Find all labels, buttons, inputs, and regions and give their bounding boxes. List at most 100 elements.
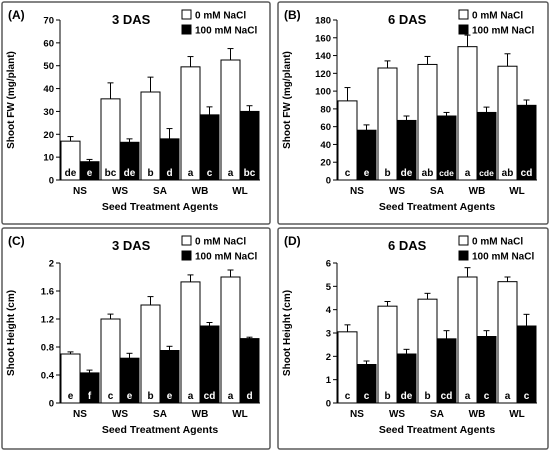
y-tick-label: 120 <box>315 69 331 80</box>
bar-control <box>497 65 518 181</box>
legend-label: 0 mM NaCl <box>472 11 523 22</box>
bar-control <box>140 91 161 181</box>
x-tick-label: WS <box>389 186 405 197</box>
legend-swatch <box>458 9 469 20</box>
y-tick-label: 1 <box>326 375 332 386</box>
significance-letter: de <box>124 168 136 179</box>
y-tick-label: 20 <box>320 158 331 169</box>
y-tick-label: 5 <box>326 282 332 293</box>
y-tick-label: 1.6 <box>41 287 54 298</box>
panel-title: 6 DAS <box>388 238 427 253</box>
x-axis-label: Seed Treatment Agents <box>102 424 218 436</box>
panel-b: (B) 6 DAS 0 20 40 60 80 100 120 140 160 180 Shoot FW… <box>277 1 549 225</box>
x-tick-label: WL <box>232 186 248 197</box>
x-tick-label: NS <box>73 186 87 197</box>
y-tick-label: 0 <box>326 399 331 410</box>
bar-control <box>220 276 241 404</box>
x-tick-label: SA <box>430 186 444 197</box>
y-tick-label: 160 <box>315 33 331 44</box>
y-axis-label: Shoot Height (cm) <box>282 290 293 376</box>
panel-frame <box>277 227 549 450</box>
significance-letter: d <box>246 391 252 402</box>
bar-control <box>497 281 518 404</box>
significance-letter: bc <box>105 168 117 179</box>
legend-swatch <box>181 250 192 261</box>
legend-label: 100 mM NaCl <box>472 252 534 263</box>
significance-letter: ab <box>502 168 514 179</box>
bar-control <box>180 281 201 404</box>
y-tick-label: 50 <box>43 61 54 72</box>
panel-title: 3 DAS <box>112 238 151 253</box>
y-tick-label: 30 <box>43 107 54 118</box>
significance-letter: e <box>364 168 370 179</box>
significance-letter: cd <box>441 391 453 402</box>
legend-label: 100 mM NaCl <box>195 252 257 263</box>
legend-swatch <box>181 235 192 246</box>
significance-letter: c <box>207 168 213 179</box>
significance-letter: f <box>88 391 92 402</box>
bar-control <box>417 63 438 181</box>
y-tick-label: 140 <box>315 51 331 62</box>
x-tick-label: WB <box>469 409 486 420</box>
y-tick-label: 6 <box>326 259 331 270</box>
x-axis-label: Seed Treatment Agents <box>379 201 495 213</box>
panel-label: (B) <box>284 8 301 22</box>
y-tick-label: 1.2 <box>41 315 54 326</box>
panel-label: (D) <box>284 234 301 248</box>
significance-letter: cd <box>521 168 533 179</box>
significance-letter: cd <box>204 391 216 402</box>
legend-swatch <box>181 9 192 20</box>
y-axis-label: Shoot Height (cm) <box>6 290 17 376</box>
significance-letter: a <box>228 391 234 402</box>
significance-letter: b <box>424 391 430 402</box>
y-tick-label: 40 <box>320 140 331 151</box>
significance-letter: a <box>188 391 194 402</box>
significance-letter: c <box>345 391 351 402</box>
significance-letter: cde <box>439 168 454 178</box>
significance-letter: ab <box>422 168 434 179</box>
significance-letter: e <box>87 168 93 179</box>
y-tick-label: 4 <box>326 305 332 316</box>
significance-letter: a <box>188 168 194 179</box>
x-tick-label: WL <box>509 186 525 197</box>
significance-letter: e <box>68 391 74 402</box>
significance-letter: b <box>384 168 390 179</box>
panel-title: 6 DAS <box>388 12 427 27</box>
y-tick-label: 0 <box>326 176 331 187</box>
y-tick-label: 0 <box>49 176 54 187</box>
legend-label: 0 mM NaCl <box>195 11 246 22</box>
x-tick-label: SA <box>153 409 167 420</box>
significance-letter: a <box>465 168 471 179</box>
x-tick-label: WS <box>389 409 405 420</box>
y-tick-label: 100 <box>315 87 331 98</box>
significance-letter: c <box>484 391 490 402</box>
y-tick-label: 10 <box>43 153 54 164</box>
x-tick-label: NS <box>73 409 87 420</box>
bar-control <box>220 59 241 181</box>
bar-control <box>417 298 438 404</box>
panel-a: (A) 3 DAS 0 10 20 30 40 50 60 70 Shoot FW (mg/plan… <box>1 1 271 225</box>
significance-letter: a <box>505 391 511 402</box>
y-tick-label: 70 <box>43 16 54 27</box>
x-axis-label: Seed Treatment Agents <box>102 201 218 213</box>
y-tick-label: 60 <box>43 38 54 49</box>
y-tick-label: 2 <box>49 259 54 270</box>
y-axis-label: Shoot FW (mg/plant) <box>6 51 17 149</box>
legend-label: 100 mM NaCl <box>195 26 257 37</box>
y-tick-label: 0 <box>49 399 54 410</box>
panel-label: (C) <box>8 234 25 248</box>
x-tick-label: NS <box>350 186 364 197</box>
y-tick-label: 0.8 <box>41 343 54 354</box>
x-tick-label: WL <box>232 409 248 420</box>
x-tick-label: SA <box>430 409 444 420</box>
significance-letter: b <box>147 391 153 402</box>
bar-control <box>140 304 161 404</box>
significance-letter: b <box>384 391 390 402</box>
bar-control <box>377 305 398 404</box>
x-tick-label: WB <box>192 186 209 197</box>
legend-swatch <box>181 24 192 35</box>
legend-swatch <box>458 235 469 246</box>
panel-label: (A) <box>8 8 25 22</box>
